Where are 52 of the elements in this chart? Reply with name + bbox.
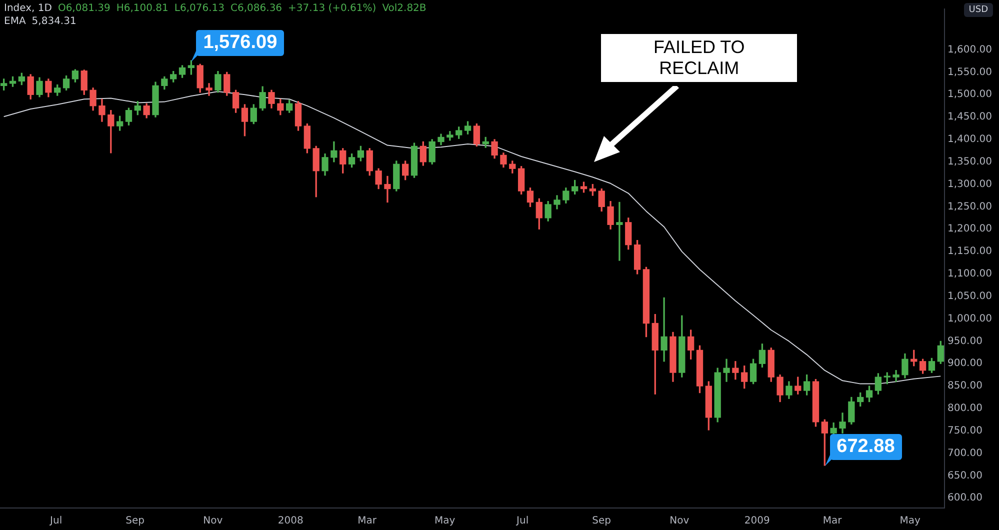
y-tick-label: 1,500.00 xyxy=(947,89,992,100)
x-tick-label: Jul xyxy=(516,516,529,527)
candlestick xyxy=(206,83,212,96)
candlestick xyxy=(892,370,900,382)
x-tick-label: 2009 xyxy=(744,516,770,527)
x-tick-label: Nov xyxy=(670,516,690,527)
candlestick xyxy=(616,202,623,261)
y-tick-label: 1,400.00 xyxy=(947,134,992,146)
y-tick-label: 1,450.00 xyxy=(947,112,992,123)
y-tick-label: 1,300.00 xyxy=(947,178,992,190)
y-tick-label: 1,050.00 xyxy=(947,290,992,302)
x-tick-label: Nov xyxy=(203,516,223,527)
y-tick-label: 950.00 xyxy=(947,336,982,347)
annotation: H6,100.81 xyxy=(116,3,168,14)
y-tick-label: 1,550.00 xyxy=(947,66,992,78)
annotation: +37.13 (+0.61%) xyxy=(288,3,376,14)
y-tick-label: 1,100.00 xyxy=(947,268,992,280)
x-tick-label: Jul xyxy=(49,516,62,527)
y-tick-label: 700.00 xyxy=(947,448,982,459)
y-tick-label: 800.00 xyxy=(947,403,982,414)
y-tick-label: 900.00 xyxy=(947,358,982,370)
x-tick-label: Sep xyxy=(592,516,612,527)
annotation: Vol2.82B xyxy=(382,3,426,14)
annotation: 672.88 xyxy=(830,434,902,460)
text: EMA xyxy=(4,16,26,27)
annotation: O6,081.39 xyxy=(58,3,110,14)
y-tick-label: 1,350.00 xyxy=(947,156,992,168)
x-tick-label: 2008 xyxy=(278,516,304,527)
annotation: 5,834.31 xyxy=(32,16,76,27)
y-tick-label: 1,200.00 xyxy=(947,224,992,235)
candlestick xyxy=(384,176,391,203)
y-tick-label: 1,250.00 xyxy=(947,201,992,212)
y-tick-label: 600.00 xyxy=(947,492,982,504)
annotation: C6,086.36 xyxy=(230,3,282,14)
y-axis-title: USD xyxy=(964,3,993,17)
x-tick-label: May xyxy=(900,516,920,527)
x-tick-label: May xyxy=(434,516,456,527)
x-tick-label: Mar xyxy=(822,516,843,527)
chart-title: Index, 1D xyxy=(4,3,52,14)
x-tick-label: Mar xyxy=(358,516,378,527)
y-tick-label: 650.00 xyxy=(947,470,982,482)
note-box: FAILED TO RECLAIM xyxy=(601,34,798,82)
x-tick-label: Sep xyxy=(126,516,145,527)
y-tick-label: 850.00 xyxy=(947,380,982,392)
y-tick-label: 1,000.00 xyxy=(947,313,992,324)
candlestick xyxy=(723,358,730,382)
y-tick-label: 750.00 xyxy=(947,425,982,436)
annotation: L6,076.13 xyxy=(174,3,225,14)
candlestick xyxy=(660,297,668,362)
annotation: 1,576.09 xyxy=(196,30,284,56)
y-tick-label: 1,600.00 xyxy=(947,44,992,56)
y-tick-label: 1,150.00 xyxy=(947,246,992,258)
